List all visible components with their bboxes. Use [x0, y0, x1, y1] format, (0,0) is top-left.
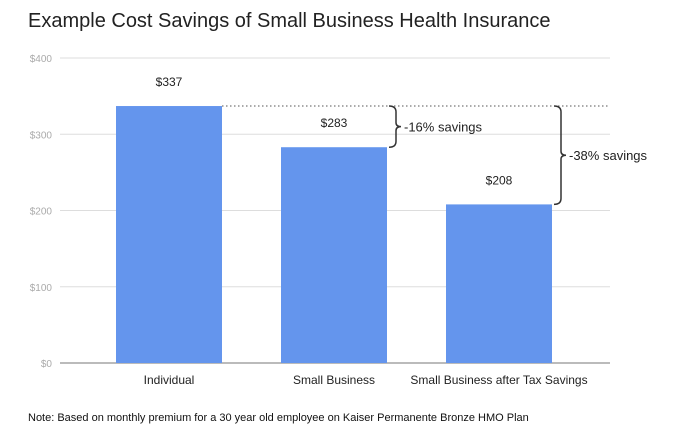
x-tick-label: Individual: [144, 373, 195, 387]
bar: [446, 204, 552, 363]
y-tick-label: $0: [41, 359, 53, 370]
data-label: $208: [486, 173, 513, 187]
data-label: $283: [321, 116, 348, 130]
chart-title: Example Cost Savings of Small Business H…: [28, 10, 551, 32]
data-label: $337: [156, 75, 183, 89]
y-tick-label: $100: [30, 283, 53, 294]
y-tick-label: $200: [30, 207, 53, 218]
y-tick-label: $400: [30, 54, 53, 65]
footnote: Note: Based on monthly premium for a 30 …: [28, 412, 529, 424]
bar: [281, 147, 387, 363]
x-tick-label: Small Business: [293, 373, 375, 387]
bar: [116, 106, 222, 363]
annotation-16-percent: -16% savings: [404, 120, 483, 135]
y-tick-label: $300: [30, 130, 53, 141]
brace-38-percent: [553, 105, 567, 206]
annotation-38-percent: -38% savings: [569, 148, 648, 163]
x-tick-label: Small Business after Tax Savings: [410, 373, 587, 387]
brace-16-percent: [388, 105, 402, 148]
